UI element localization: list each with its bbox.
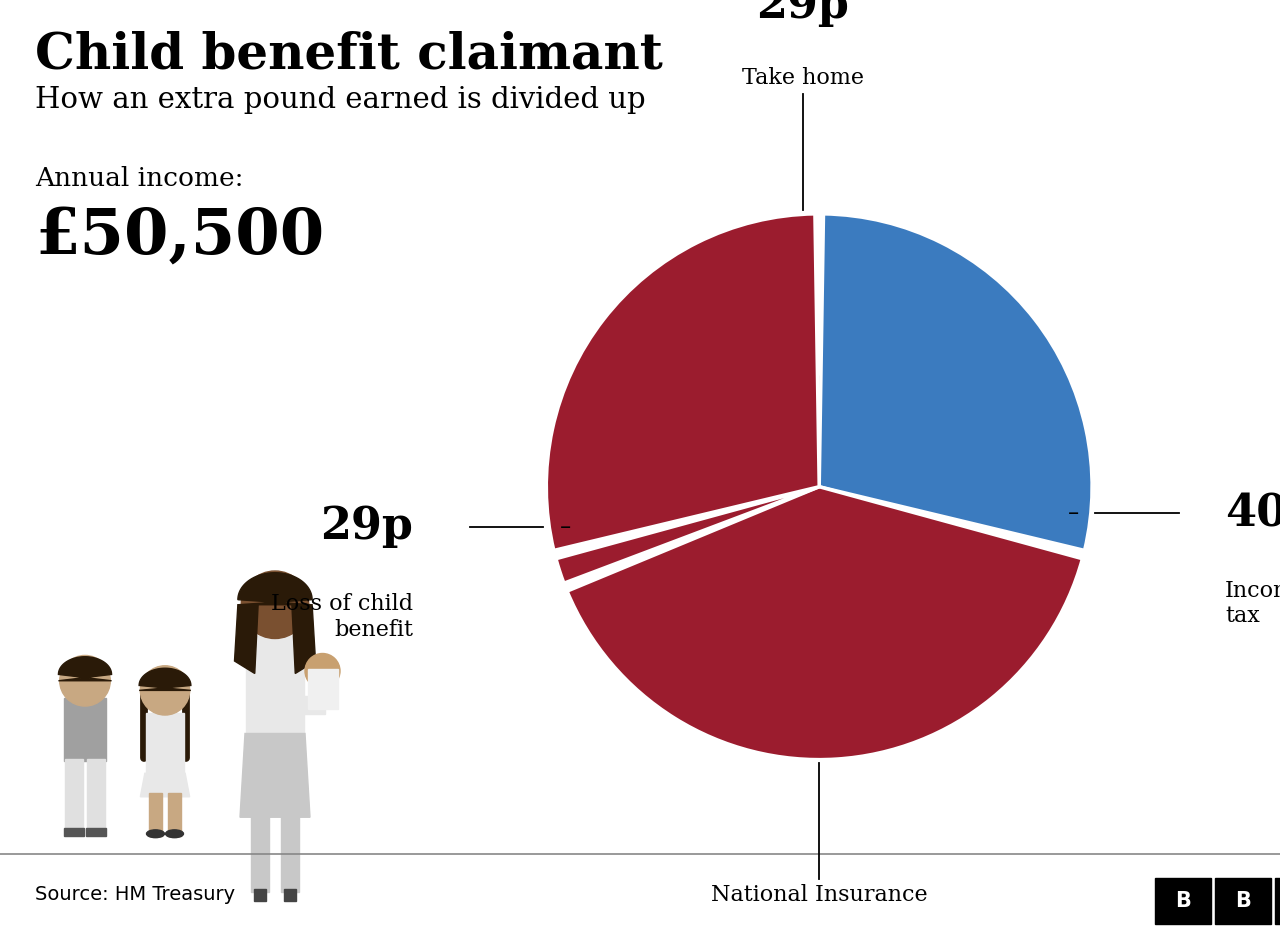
Text: £50,500: £50,500 — [35, 206, 324, 267]
Text: How an extra pound earned is divided up: How an extra pound earned is divided up — [35, 86, 645, 114]
Polygon shape — [292, 605, 315, 674]
Polygon shape — [238, 573, 312, 605]
Circle shape — [60, 655, 110, 706]
Bar — [253, 888, 266, 901]
Text: 29p: 29p — [320, 505, 413, 548]
FancyBboxPatch shape — [64, 698, 106, 761]
Polygon shape — [300, 696, 325, 713]
Bar — [307, 668, 338, 709]
Bar — [65, 759, 83, 830]
Wedge shape — [556, 487, 819, 583]
Text: B: B — [1175, 891, 1190, 911]
Polygon shape — [241, 734, 310, 817]
Bar — [87, 759, 105, 830]
Circle shape — [241, 571, 308, 638]
Wedge shape — [567, 487, 1083, 760]
Polygon shape — [141, 773, 189, 797]
Bar — [284, 888, 296, 901]
Text: B: B — [1235, 891, 1251, 911]
Text: 29p: 29p — [756, 0, 849, 27]
Circle shape — [141, 665, 189, 715]
Text: £: £ — [723, 369, 915, 637]
Text: –: – — [1068, 504, 1079, 523]
Bar — [150, 794, 161, 836]
Text: Income
tax: Income tax — [1225, 580, 1280, 627]
Bar — [86, 828, 106, 836]
Bar — [64, 828, 84, 836]
Text: Annual income:: Annual income: — [35, 166, 243, 191]
FancyBboxPatch shape — [1275, 878, 1280, 924]
Text: National Insurance: National Insurance — [710, 884, 928, 906]
Text: Loss of child
benefit: Loss of child benefit — [271, 593, 413, 640]
Text: Take home: Take home — [741, 67, 864, 90]
Ellipse shape — [165, 830, 183, 838]
Wedge shape — [547, 213, 819, 550]
Bar — [251, 814, 269, 892]
Text: 40p: 40p — [1225, 491, 1280, 534]
Bar — [282, 814, 298, 892]
Polygon shape — [59, 657, 111, 680]
Polygon shape — [234, 605, 259, 674]
Bar — [169, 794, 180, 836]
Wedge shape — [819, 213, 1092, 550]
Circle shape — [305, 653, 340, 689]
Text: Source: HM Treasury: Source: HM Treasury — [35, 885, 236, 903]
Text: –: – — [559, 517, 571, 536]
FancyBboxPatch shape — [146, 713, 184, 774]
FancyBboxPatch shape — [246, 636, 303, 736]
Text: Child benefit claimant: Child benefit claimant — [35, 31, 663, 80]
Polygon shape — [140, 668, 191, 691]
FancyBboxPatch shape — [1155, 878, 1211, 924]
Ellipse shape — [146, 830, 164, 838]
FancyBboxPatch shape — [1215, 878, 1271, 924]
